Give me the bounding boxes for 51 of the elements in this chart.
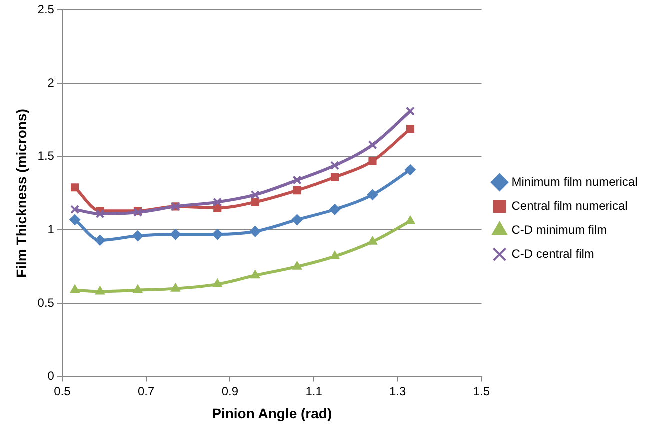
- point: [170, 283, 181, 292]
- y-tick-label: 1.5: [38, 149, 55, 164]
- x-tick-label: 0.7: [138, 384, 155, 398]
- point: [132, 230, 144, 242]
- point: [250, 270, 260, 279]
- point: [330, 161, 340, 170]
- point: [367, 189, 378, 200]
- legend-label: Minimum film numerical: [512, 174, 638, 189]
- y-axis-title: Film Thickness (microns): [13, 109, 30, 278]
- point: [293, 186, 302, 195]
- x-tick-label: 1.3: [390, 384, 407, 398]
- point: [213, 198, 222, 207]
- y-tick-label: 2: [48, 76, 55, 90]
- point: [95, 286, 106, 295]
- point: [292, 261, 302, 270]
- x-tick-label: 1.1: [306, 384, 323, 398]
- point: [251, 198, 260, 206]
- point: [330, 204, 341, 216]
- legend-label: C-D minimum film: [512, 222, 608, 237]
- point: [170, 229, 182, 240]
- point: [250, 190, 260, 200]
- legend-label: Central film numerical: [512, 198, 628, 213]
- point: [406, 106, 416, 116]
- point: [96, 209, 105, 219]
- point: [368, 236, 378, 245]
- x-axis-title: Pinion Angle (rad): [212, 405, 332, 422]
- point: [71, 184, 80, 192]
- point: [368, 157, 377, 166]
- x-tick-label: 0.9: [222, 384, 239, 398]
- point: [70, 205, 80, 214]
- point: [404, 164, 416, 176]
- y-tick-label: 2.5: [38, 2, 55, 17]
- point: [406, 124, 415, 134]
- point: [212, 229, 224, 240]
- point: [368, 140, 378, 150]
- point: [330, 251, 340, 260]
- y-tick-label: 0: [48, 369, 55, 384]
- y-tick-label: 0.5: [38, 296, 55, 310]
- legend-label: C-D central film: [512, 246, 594, 261]
- point: [292, 176, 302, 185]
- point: [292, 214, 303, 226]
- y-tick-label: 1: [48, 222, 55, 236]
- x-tick-label: 1.5: [473, 384, 490, 398]
- point: [70, 284, 80, 294]
- point: [70, 214, 81, 226]
- point: [94, 234, 106, 246]
- point: [212, 278, 222, 288]
- point: [406, 216, 416, 224]
- point: [330, 173, 340, 182]
- point: [133, 284, 143, 294]
- point: [250, 226, 261, 238]
